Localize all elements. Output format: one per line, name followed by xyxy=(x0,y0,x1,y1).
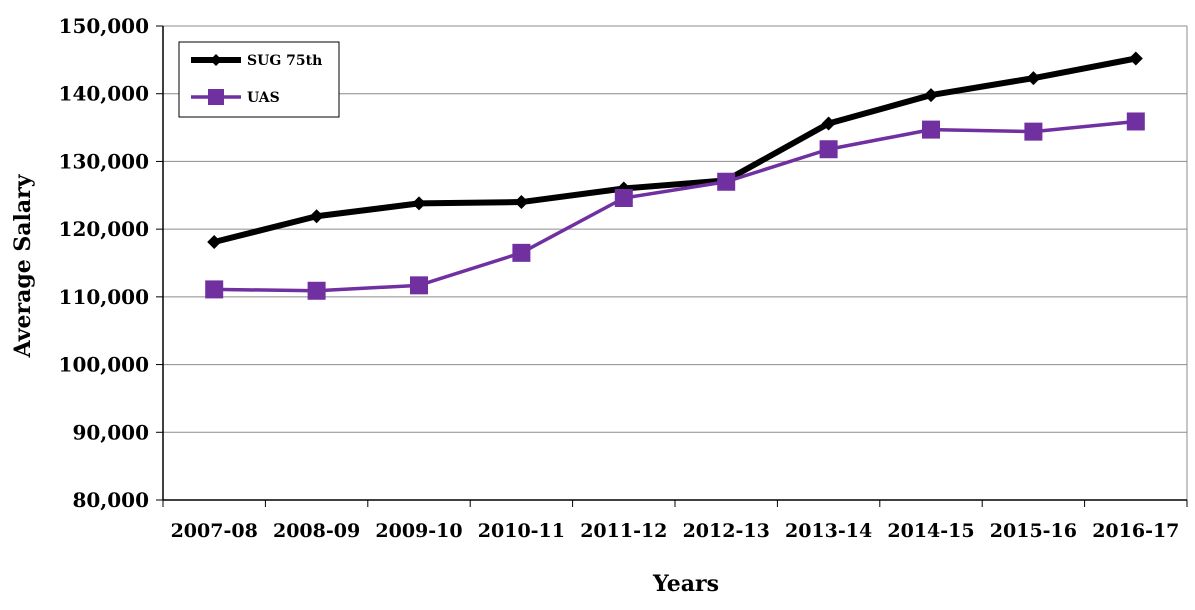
data-point-square xyxy=(512,243,531,262)
data-point-diamond xyxy=(924,88,938,103)
data-point-diamond xyxy=(1128,51,1143,66)
y-tick-label: 150,000 xyxy=(59,14,149,38)
data-point-square xyxy=(717,172,736,191)
data-point-square xyxy=(1126,112,1145,131)
legend-box xyxy=(178,41,340,118)
x-tick-label: 2013-14 xyxy=(785,520,872,542)
legend-entry: UAS xyxy=(191,89,280,106)
data-point-square xyxy=(410,276,428,295)
axes xyxy=(156,25,1188,507)
series-uas xyxy=(205,112,1145,300)
y-tick-label: 140,000 xyxy=(59,82,149,106)
x-tick-label: 2009-10 xyxy=(375,520,462,542)
y-tick-label: 100,000 xyxy=(59,353,149,377)
y-tick-label: 110,000 xyxy=(59,285,149,309)
series-lines xyxy=(205,51,1145,300)
x-tick-label: 2012-13 xyxy=(683,520,770,542)
x-tick-label: 2011-12 xyxy=(580,520,667,542)
legend-marker xyxy=(208,89,224,105)
legend-label: UAS xyxy=(247,90,280,106)
data-point-square xyxy=(819,140,838,159)
tick-labels: 80,000 90,000 100,000 110,000 120,000 130,000… xyxy=(59,14,1180,542)
y-tick-label: 120,000 xyxy=(59,217,149,241)
data-point-square xyxy=(614,188,633,207)
data-point-square xyxy=(1024,122,1043,141)
series-line xyxy=(213,55,1137,245)
legend-entry: SUG 75th xyxy=(191,53,322,69)
y-tick-label: 80,000 xyxy=(72,488,149,512)
series-sug-75th xyxy=(207,51,1143,250)
x-axis-title: Years xyxy=(652,571,719,597)
series-line xyxy=(214,119,1136,293)
legend-label: SUG 75th xyxy=(247,53,322,69)
x-tick-label: 2007-08 xyxy=(171,520,258,542)
data-point-diamond xyxy=(309,209,324,224)
y-axis-title: Average Salary xyxy=(10,173,36,358)
data-point-square xyxy=(922,120,940,139)
x-tick-label: 2010-11 xyxy=(478,520,565,542)
x-tick-label: 2016-17 xyxy=(1092,520,1179,542)
x-tick-label: 2014-15 xyxy=(887,520,974,542)
legend-marker xyxy=(210,54,222,66)
data-point-square xyxy=(205,280,224,299)
y-tick-label: 90,000 xyxy=(72,420,149,444)
data-point-square xyxy=(307,281,326,300)
data-point-diamond xyxy=(1026,71,1041,86)
x-tick-label: 2008-09 xyxy=(273,520,360,542)
data-point-diamond xyxy=(412,196,426,211)
data-point-diamond xyxy=(821,116,836,131)
legend: SUG 75th UAS xyxy=(178,41,340,118)
data-point-diamond xyxy=(207,235,222,250)
y-tick-label: 130,000 xyxy=(59,149,149,173)
x-tick-label: 2015-16 xyxy=(990,520,1077,542)
data-point-diamond xyxy=(514,195,529,210)
